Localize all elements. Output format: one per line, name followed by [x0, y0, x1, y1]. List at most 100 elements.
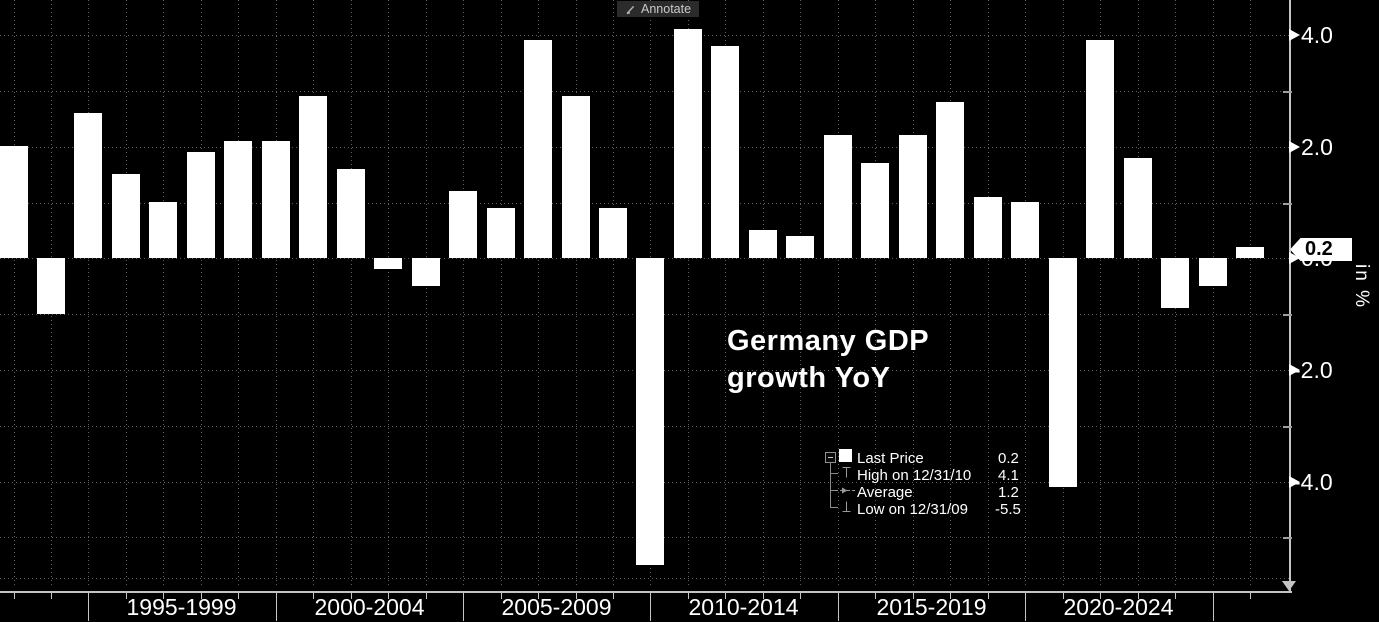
v-gridline	[725, 0, 726, 588]
v-gridline	[763, 0, 764, 588]
x-axis-year-tick	[1063, 593, 1064, 599]
y-axis-arrow-tick-icon	[1289, 476, 1300, 488]
x-axis-year-tick	[201, 593, 202, 599]
low-marker-icon	[842, 501, 851, 512]
x-axis-year-tick	[538, 593, 539, 599]
x-axis-group-separator	[463, 593, 464, 621]
v-gridline	[988, 0, 989, 588]
bar-2005	[487, 208, 515, 258]
y-axis-unit-label: in %	[1351, 264, 1372, 309]
y-axis-minor-tick	[1283, 426, 1292, 428]
bar-2019	[1011, 202, 1039, 258]
v-gridline	[1250, 0, 1251, 588]
legend-row-low[interactable]: Low on 12/31/09	[857, 501, 968, 518]
v-gridline	[1025, 0, 1026, 588]
h-gridline	[0, 147, 1290, 148]
v-gridline	[463, 0, 464, 588]
x-axis-group-separator	[1025, 593, 1026, 621]
v-gridline	[501, 0, 502, 588]
h-gridline	[0, 35, 1290, 36]
x-axis-group-label: 2010-2014	[688, 594, 799, 620]
x-axis-group-label: 2000-2004	[314, 594, 425, 620]
x-axis-group-separator	[88, 593, 89, 621]
x-axis-year-tick	[800, 593, 801, 599]
bar-2009	[636, 258, 664, 565]
x-axis-year-tick	[950, 593, 951, 599]
annotate-button[interactable]: Annotate	[617, 1, 700, 17]
v-gridline	[613, 0, 614, 588]
average-marker-icon	[834, 487, 855, 494]
pencil-icon	[626, 5, 635, 14]
x-axis-year-tick	[238, 593, 239, 599]
x-axis-year-tick	[763, 593, 764, 599]
x-axis-group-label: 2005-2009	[501, 594, 612, 620]
x-axis-group-separator	[276, 593, 277, 621]
v-gridline	[688, 0, 689, 588]
v-gridline	[800, 0, 801, 588]
bar-2010	[674, 29, 702, 258]
v-gridline	[88, 0, 89, 588]
bar-2013	[786, 236, 814, 258]
legend-value-high: 4.1	[998, 467, 1019, 484]
bar-1997	[187, 152, 215, 258]
y-axis-minor-tick	[1283, 537, 1292, 539]
bar-2024	[1199, 258, 1227, 286]
y-axis-arrow-tick-icon	[1289, 29, 1300, 41]
legend-row-last-price[interactable]: Last Price	[857, 450, 924, 467]
legend-tree-stub	[830, 473, 838, 474]
chart-title-line1: Germany GDP	[727, 325, 930, 357]
bar-2001	[337, 169, 365, 258]
v-gridline	[276, 0, 277, 588]
x-axis-year-tick	[426, 593, 427, 599]
bar-2002	[374, 258, 402, 269]
x-axis-group-label: 2015-2019	[876, 594, 987, 620]
x-axis-year-tick	[1100, 593, 1101, 599]
x-axis-year-tick	[725, 593, 726, 599]
legend-row-average[interactable]: Average	[857, 484, 913, 501]
legend-expander-icon[interactable]	[825, 452, 836, 463]
bar-2016	[899, 135, 927, 258]
v-gridline	[1138, 0, 1139, 588]
x-axis-year-tick	[126, 593, 127, 599]
y-axis-minor-tick	[1283, 203, 1292, 205]
bar-2007	[562, 96, 590, 258]
legend-tree-line	[830, 461, 831, 508]
legend-row-high[interactable]: High on 12/31/10	[857, 467, 972, 484]
x-axis-year-tick	[1138, 593, 1139, 599]
h-gridline	[0, 91, 1290, 92]
v-gridline	[126, 0, 127, 588]
v-gridline	[388, 0, 389, 588]
v-gridline	[1100, 0, 1101, 588]
x-axis-year-tick	[163, 593, 164, 599]
v-gridline	[201, 0, 202, 588]
v-gridline	[913, 0, 914, 588]
v-gridline	[426, 0, 427, 588]
v-gridline	[950, 0, 951, 588]
last-price-swatch-icon	[839, 449, 852, 462]
x-axis-group-label: 2020-2024	[1063, 594, 1174, 620]
x-axis-year-tick	[1175, 593, 1176, 599]
x-axis-year-tick	[51, 593, 52, 599]
y-axis-arrow-tick-icon	[1289, 252, 1300, 264]
v-gridline	[875, 0, 876, 588]
v-gridline	[351, 0, 352, 588]
y-axis-tick-label: 2.0	[1301, 134, 1333, 160]
legend-value-low: -5.5	[995, 501, 1021, 518]
x-axis-year-tick	[1250, 593, 1251, 599]
bar-1996	[149, 202, 177, 258]
last-price-flag: 0.2	[1290, 238, 1352, 261]
bar-2015	[861, 163, 889, 258]
y-axis-minor-tick	[1283, 91, 1292, 93]
v-gridline	[576, 0, 577, 588]
y-axis-tick-label: -2.0	[1293, 357, 1333, 383]
bar-1999	[262, 141, 290, 258]
h-gridline	[0, 203, 1290, 204]
v-gridline	[313, 0, 314, 588]
bar-2000	[299, 96, 327, 258]
x-axis-year-tick	[313, 593, 314, 599]
bar-1995	[112, 174, 140, 258]
h-gridline	[0, 578, 1290, 579]
v-gridline	[838, 0, 839, 588]
bar-1992	[0, 146, 28, 258]
